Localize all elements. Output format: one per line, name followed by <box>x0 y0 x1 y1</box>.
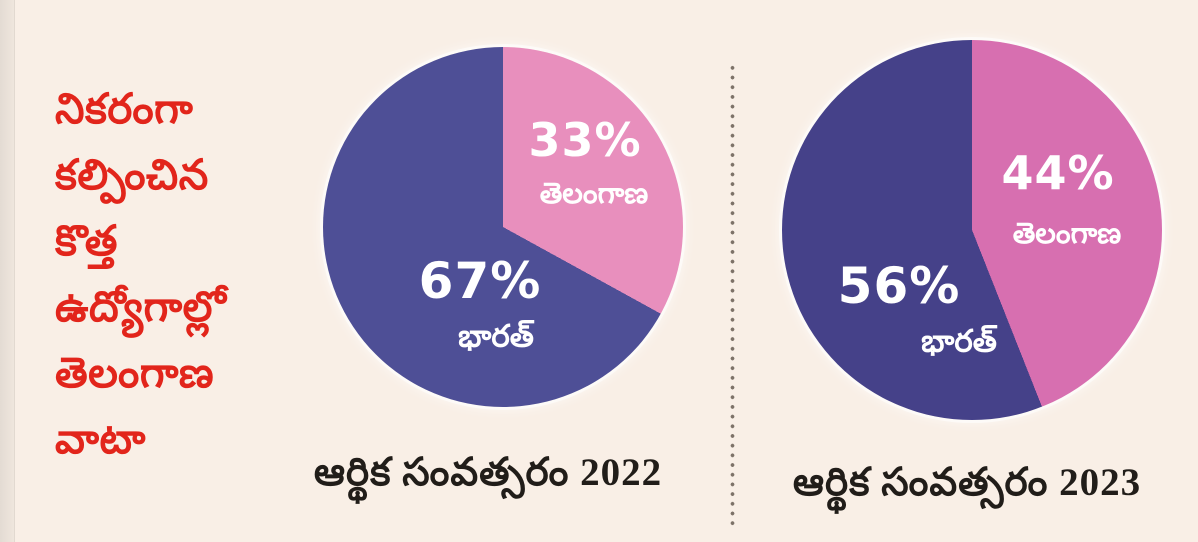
pie-chart-fy2023: 44% తెలంగాణ 56% భారత్ <box>782 40 1162 420</box>
slice-label-telangana-2022: తెలంగాణ <box>539 176 649 210</box>
slice-value-telangana-2022: 33% <box>528 113 642 167</box>
dotted-divider <box>730 63 735 529</box>
slice-value-telangana-2023: 44% <box>1001 146 1115 200</box>
page-fold-edge <box>0 0 15 542</box>
slice-label-telangana-2023: తెలంగాణ <box>1012 216 1122 250</box>
headline-line: ఉద్యోగాల్లో <box>55 282 227 331</box>
headline-line: వాటా <box>55 414 146 463</box>
headline-line: కల్పించిన <box>55 150 209 199</box>
pie-chart-fy2022: 33% తెలంగాణ 67% భారత్ <box>323 47 683 407</box>
slice-value-bharat-2022: 67% <box>418 252 542 310</box>
slice-label-bharat-2022: భారత్ <box>458 318 534 355</box>
headline-line: నికరంగా <box>55 84 194 133</box>
headline-line: కొత్త <box>55 216 118 265</box>
chart-caption-fy2023: ఆర్థిక సంవత్సరం 2023 <box>792 461 1142 504</box>
chart-caption-fy2022: ఆర్థిక సంవత్సరం 2022 <box>313 451 663 494</box>
slice-label-bharat-2023: భారత్ <box>921 323 997 360</box>
headline-line: తెలంగాణ <box>55 348 215 397</box>
headline: నికరంగా కల్పించిన కొత్త ఉద్యోగాల్లో తెలం… <box>55 76 285 472</box>
slice-value-bharat-2023: 56% <box>837 257 961 315</box>
